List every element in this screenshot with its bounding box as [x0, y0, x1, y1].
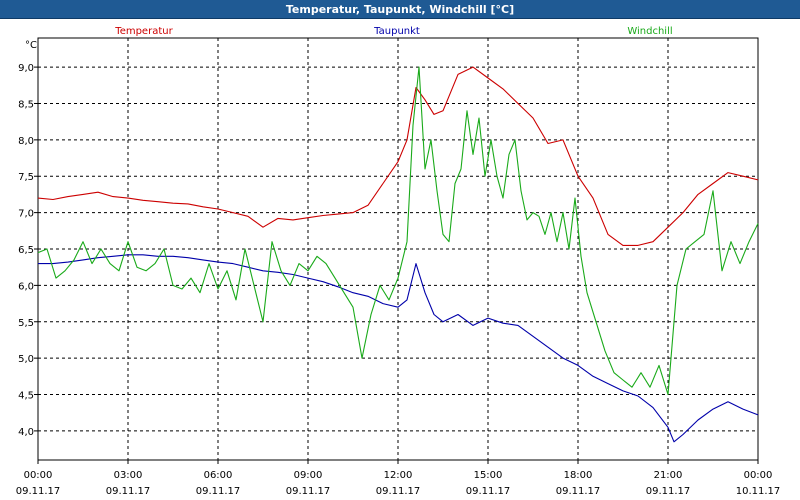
x-tick-time: 18:00	[564, 470, 593, 481]
chart-title: Temperatur, Taupunkt, Windchill [°C]	[285, 2, 515, 16]
y-tick-label: 5,0	[18, 354, 34, 365]
legend: Temperatur Taupunkt Windchill	[114, 26, 672, 37]
x-tick-time: 00:00	[24, 470, 53, 481]
x-tick-time: 03:00	[114, 470, 143, 481]
series-line-temperatur	[37, 66, 759, 246]
x-tick-time: 00:00	[744, 470, 773, 481]
x-tick-time: 09:00	[294, 470, 323, 481]
x-tick-date: 10.11.17	[736, 486, 781, 497]
y-axis: °C 4,0 4,5 5,0 5,5 6,0 6,5 7,0 7,5 8,0 8,5 9,0	[18, 40, 38, 438]
legend-temperatur: Temperatur	[114, 26, 173, 37]
x-tick-date: 09.11.17	[196, 486, 241, 497]
legend-windchill: Windchill	[627, 26, 672, 37]
x-tick-date: 09.11.17	[556, 486, 601, 497]
y-tick-label: 8,5	[18, 99, 34, 110]
x-tick-time: 15:00	[474, 470, 503, 481]
y-tick-label: 6,5	[18, 245, 34, 256]
x-tick-date: 09.11.17	[376, 486, 421, 497]
y-tick-label: 6,0	[18, 281, 34, 292]
x-tick-date: 09.11.17	[466, 486, 511, 497]
title-bar: Temperatur, Taupunkt, Windchill [°C]	[0, 0, 800, 19]
x-tick-date: 09.11.17	[646, 486, 691, 497]
y-tick-label: 4,0	[18, 427, 34, 438]
x-tick-time: 12:00	[384, 470, 413, 481]
series-line-windchill	[37, 66, 759, 396]
x-tick-date: 09.11.17	[106, 486, 151, 497]
x-tick-time: 06:00	[204, 470, 233, 481]
y-tick-label: 7,5	[18, 172, 34, 183]
y-tick-label: 8,0	[18, 136, 34, 147]
y-axis-unit: °C	[25, 40, 37, 51]
y-tick-label: 5,5	[18, 318, 34, 329]
legend-taupunkt: Taupunkt	[373, 26, 420, 37]
y-tick-label: 9,0	[18, 63, 34, 74]
series-lines	[37, 66, 759, 443]
grid-lines	[38, 38, 758, 460]
x-tick-date: 09.11.17	[286, 486, 331, 497]
x-axis: 00:00 09.11.17 03:00 09.11.17 06:00 09.11.17 0…	[16, 460, 781, 497]
x-tick-time: 21:00	[654, 470, 683, 481]
y-tick-label: 7,0	[18, 209, 34, 220]
y-tick-label: 4,5	[18, 391, 34, 402]
x-tick-date: 09.11.17	[16, 486, 61, 497]
